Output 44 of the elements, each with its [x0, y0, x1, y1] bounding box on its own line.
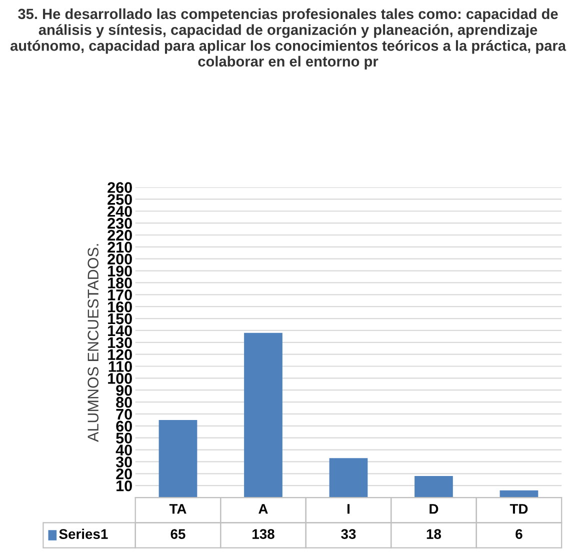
legend-label: Series1: [59, 528, 108, 539]
y-axis-title: ALUMNOS ENCUESTADOS.: [88, 244, 99, 442]
y-tick-label: 130: [108, 337, 132, 348]
data-label: 18: [426, 529, 442, 539]
y-tick-label: 170: [108, 290, 132, 300]
x-tick-label: A: [258, 504, 268, 514]
bar: [158, 420, 198, 498]
y-tick-label: 250: [108, 194, 132, 205]
y-tick-label: 80: [116, 396, 132, 408]
data-label: 138: [252, 529, 274, 539]
chart-title: 35. He desarrollado las competencias profesionales tales como: capacidad de análisis y síntesis, capacidad de organización y planeación, aprendizaje autónomo, capacidad para aplicar los conocimientos teóricos a la práctica, para colaborar en el entorno pr: [10, 8, 566, 70]
bar: [414, 476, 453, 498]
y-tick-label: 210: [108, 242, 132, 253]
y-tick-label: 160: [108, 301, 132, 312]
y-tick-label: 140: [108, 325, 132, 336]
y-tick-label: 20: [116, 468, 132, 480]
y-tick-label: 60: [116, 420, 132, 432]
data-label: 33: [341, 529, 356, 539]
y-tick-label: 40: [116, 444, 132, 456]
y-tick-label: 50: [116, 432, 132, 444]
x-tick-label: TA: [169, 504, 186, 514]
y-tick-label: 260: [108, 182, 132, 193]
x-tick-label: I: [347, 504, 350, 514]
y-tick-label: 150: [108, 313, 132, 324]
data-label: 6: [516, 529, 522, 539]
y-tick-label: 190: [108, 266, 132, 276]
bar: [244, 332, 282, 498]
bar: [500, 490, 538, 498]
y-tick-label: 240: [108, 206, 132, 217]
y-tick-label: 180: [108, 278, 132, 288]
y-tick-label: 200: [108, 254, 132, 265]
y-tick-label: 30: [116, 456, 132, 468]
x-tick-label: D: [430, 504, 438, 514]
data-label: 65: [170, 529, 186, 539]
y-tick-label: 220: [108, 230, 132, 241]
x-tick-label: TD: [510, 504, 528, 514]
y-tick-label: 120: [108, 349, 132, 360]
y-tick-label: 100: [108, 373, 132, 384]
y-tick-label: 90: [116, 384, 132, 396]
y-tick-label: 230: [108, 218, 132, 229]
y-tick-label: 10: [116, 480, 132, 492]
y-tick-label: 70: [116, 408, 132, 420]
y-tick-label: 110: [108, 361, 132, 372]
bar: [329, 458, 368, 498]
